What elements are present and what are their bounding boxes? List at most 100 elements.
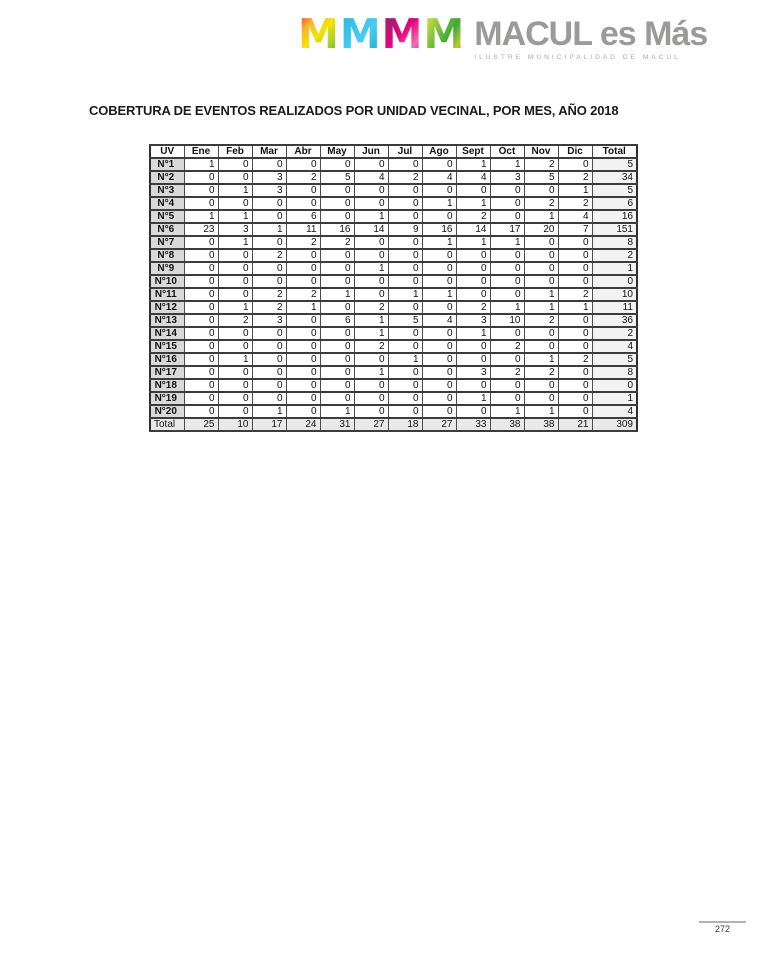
column-header: May bbox=[319, 144, 355, 159]
value-cell: 5 bbox=[319, 170, 355, 185]
value-cell: 1 bbox=[421, 235, 457, 250]
value-cell: 0 bbox=[353, 274, 389, 289]
row-total-cell: 34 bbox=[591, 170, 638, 185]
table-row: N°15 0 0 0 0 0 2 0 0 0 2 0 0 4 bbox=[149, 339, 638, 354]
value-cell: 2 bbox=[523, 313, 559, 328]
value-cell: 10 bbox=[217, 417, 253, 432]
value-cell: 33 bbox=[455, 417, 491, 432]
value-cell: 1 bbox=[353, 209, 389, 224]
column-header: Ago bbox=[421, 144, 457, 159]
column-header: Feb bbox=[217, 144, 253, 159]
value-cell: 1 bbox=[455, 196, 491, 211]
value-cell: 0 bbox=[353, 157, 389, 172]
value-cell: 2 bbox=[285, 287, 321, 302]
value-cell: 0 bbox=[387, 378, 423, 393]
uv-label: N°1 bbox=[149, 157, 185, 172]
value-cell: 0 bbox=[421, 339, 457, 354]
row-total-cell: 5 bbox=[591, 157, 638, 172]
value-cell: 11 bbox=[285, 222, 321, 237]
value-cell: 0 bbox=[217, 274, 253, 289]
value-cell: 3 bbox=[251, 313, 287, 328]
value-cell: 0 bbox=[285, 326, 321, 341]
value-cell: 1 bbox=[455, 157, 491, 172]
value-cell: 0 bbox=[319, 300, 355, 315]
value-cell: 0 bbox=[455, 378, 491, 393]
value-cell: 0 bbox=[251, 274, 287, 289]
value-cell: 6 bbox=[319, 313, 355, 328]
value-cell: 0 bbox=[387, 157, 423, 172]
uv-label: N°20 bbox=[149, 404, 185, 419]
value-cell: 1 bbox=[183, 157, 219, 172]
value-cell: 1 bbox=[217, 300, 253, 315]
value-cell: 0 bbox=[217, 196, 253, 211]
value-cell: 0 bbox=[489, 274, 525, 289]
value-cell: 2 bbox=[557, 170, 593, 185]
value-cell: 1 bbox=[455, 391, 491, 406]
value-cell: 0 bbox=[489, 326, 525, 341]
value-cell: 0 bbox=[183, 261, 219, 276]
value-cell: 0 bbox=[285, 261, 321, 276]
value-cell: 0 bbox=[319, 352, 355, 367]
value-cell: 0 bbox=[217, 339, 253, 354]
value-cell: 0 bbox=[285, 196, 321, 211]
value-cell: 0 bbox=[421, 274, 457, 289]
value-cell: 2 bbox=[455, 209, 491, 224]
value-cell: 0 bbox=[421, 209, 457, 224]
table-row: N°2 0 0 3 2 5 4 2 4 4 3 5 2 34 bbox=[149, 170, 638, 185]
value-cell: 0 bbox=[455, 287, 491, 302]
value-cell: 0 bbox=[217, 365, 253, 380]
value-cell: 1 bbox=[217, 209, 253, 224]
uv-label: N°16 bbox=[149, 352, 185, 367]
value-cell: 4 bbox=[455, 170, 491, 185]
value-cell: 3 bbox=[251, 170, 287, 185]
value-cell: 0 bbox=[489, 352, 525, 367]
value-cell: 4 bbox=[421, 170, 457, 185]
value-cell: 0 bbox=[353, 235, 389, 250]
value-cell: 0 bbox=[353, 287, 389, 302]
value-cell: 0 bbox=[285, 365, 321, 380]
value-cell: 0 bbox=[353, 391, 389, 406]
value-cell: 14 bbox=[353, 222, 389, 237]
table-row: N°19 0 0 0 0 0 0 0 0 1 0 0 0 1 bbox=[149, 391, 638, 406]
value-cell: 0 bbox=[455, 339, 491, 354]
value-cell: 1 bbox=[523, 300, 559, 315]
column-header: Mar bbox=[251, 144, 287, 159]
value-cell: 2 bbox=[353, 339, 389, 354]
value-cell: 31 bbox=[319, 417, 355, 432]
value-cell: 3 bbox=[251, 183, 287, 198]
value-cell: 0 bbox=[319, 365, 355, 380]
value-cell: 0 bbox=[251, 235, 287, 250]
uv-label: N°2 bbox=[149, 170, 185, 185]
value-cell: 0 bbox=[489, 378, 525, 393]
table-row: N°7 0 1 0 2 2 0 0 1 1 1 0 0 8 bbox=[149, 235, 638, 250]
value-cell: 0 bbox=[183, 274, 219, 289]
column-header: Abr bbox=[285, 144, 321, 159]
uv-label: N°13 bbox=[149, 313, 185, 328]
value-cell: 0 bbox=[285, 378, 321, 393]
value-cell: 0 bbox=[387, 248, 423, 263]
value-cell: 0 bbox=[285, 248, 321, 263]
value-cell: 2 bbox=[217, 313, 253, 328]
row-total-cell: 2 bbox=[591, 248, 638, 263]
value-cell: 0 bbox=[387, 209, 423, 224]
value-cell: 0 bbox=[523, 378, 559, 393]
logo-brand-name: MACUL es Más bbox=[474, 15, 708, 53]
value-cell: 3 bbox=[489, 170, 525, 185]
value-cell: 0 bbox=[217, 287, 253, 302]
value-cell: 1 bbox=[489, 300, 525, 315]
value-cell: 2 bbox=[489, 365, 525, 380]
value-cell: 0 bbox=[217, 248, 253, 263]
municipality-logo: M M M M MACUL es Más ILUSTRE MUNICIPALID… bbox=[298, 14, 708, 61]
column-header: Jun bbox=[353, 144, 389, 159]
value-cell: 27 bbox=[353, 417, 389, 432]
table-row: N°3 0 1 3 0 0 0 0 0 0 0 0 1 5 bbox=[149, 183, 638, 198]
value-cell: 4 bbox=[353, 170, 389, 185]
value-cell: 0 bbox=[557, 391, 593, 406]
value-cell: 0 bbox=[523, 274, 559, 289]
value-cell: 0 bbox=[421, 261, 457, 276]
value-cell: 3 bbox=[455, 313, 491, 328]
value-cell: 0 bbox=[421, 352, 457, 367]
row-total-cell: 4 bbox=[591, 404, 638, 419]
uv-label: N°11 bbox=[149, 287, 185, 302]
value-cell: 1 bbox=[523, 404, 559, 419]
